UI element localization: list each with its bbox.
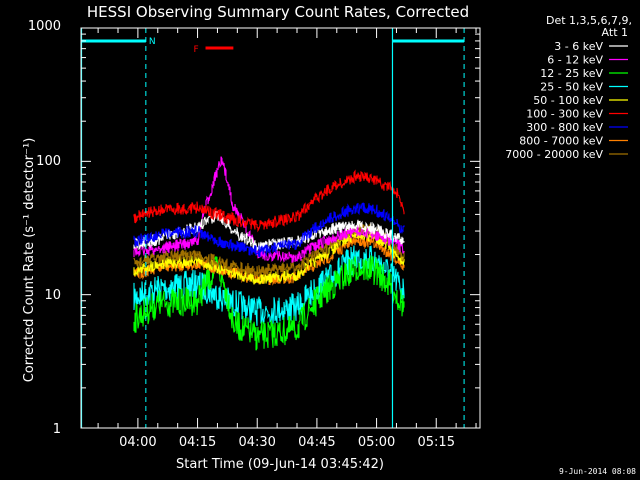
plot-frame (80, 27, 481, 429)
y-tick-10: 10 (44, 288, 61, 303)
legend-header-1: Det 1,3,5,6,7,9, (546, 14, 632, 27)
legend-label-3: 12 - 25 keV (540, 67, 603, 80)
legend-label-5: 50 - 100 keV (533, 94, 603, 107)
legend-label-2: 6 - 12 keV (547, 54, 603, 67)
y-tick-100: 100 (36, 154, 61, 169)
x-tick-label-3: 04:45 (298, 435, 335, 450)
legend-header-2: Att 1 (602, 26, 628, 39)
axes-layer: 04:00 04:15 04:30 04:45 05:00 05:15 (80, 27, 481, 450)
legend-label-1: 3 - 6 keV (554, 40, 603, 53)
legend-label-8: 800 - 7000 keV (519, 135, 603, 148)
legend-label-4: 25 - 50 keV (540, 81, 603, 94)
series-layer (133, 156, 405, 351)
x-axis-label: Start Time (09-Jun-14 03:45:42) (176, 457, 384, 472)
legend-label-6: 100 - 300 keV (526, 108, 603, 121)
x-tick-label-2: 04:30 (238, 435, 275, 450)
series-line-3 (133, 255, 405, 351)
flare-flag-label: F (194, 45, 199, 55)
chart-title: HESSI Observing Summary Count Rates, Cor… (87, 3, 469, 21)
footer-timestamp: 9-Jun-2014 08:08 (559, 467, 636, 476)
x-tick-label-0: 04:00 (119, 435, 156, 450)
night-flag-label: N (149, 37, 156, 47)
y-tick-1: 1 (53, 422, 61, 437)
x-tick-label-5: 05:15 (418, 435, 455, 450)
y-axis-label: Corrected Count Rate (s⁻¹ detector⁻¹) (22, 138, 37, 383)
series-line-6 (133, 169, 405, 233)
series-line-5 (133, 228, 405, 285)
x-tick-label-1: 04:15 (179, 435, 216, 450)
series-line-2 (133, 156, 405, 263)
x-tick-label-4: 05:00 (358, 435, 395, 450)
series-line-7 (133, 202, 405, 258)
y-tick-1000: 1000 (28, 19, 61, 34)
legend-label-7: 300 - 800 keV (526, 121, 603, 134)
legend-label-9: 7000 - 20000 keV (505, 148, 603, 161)
